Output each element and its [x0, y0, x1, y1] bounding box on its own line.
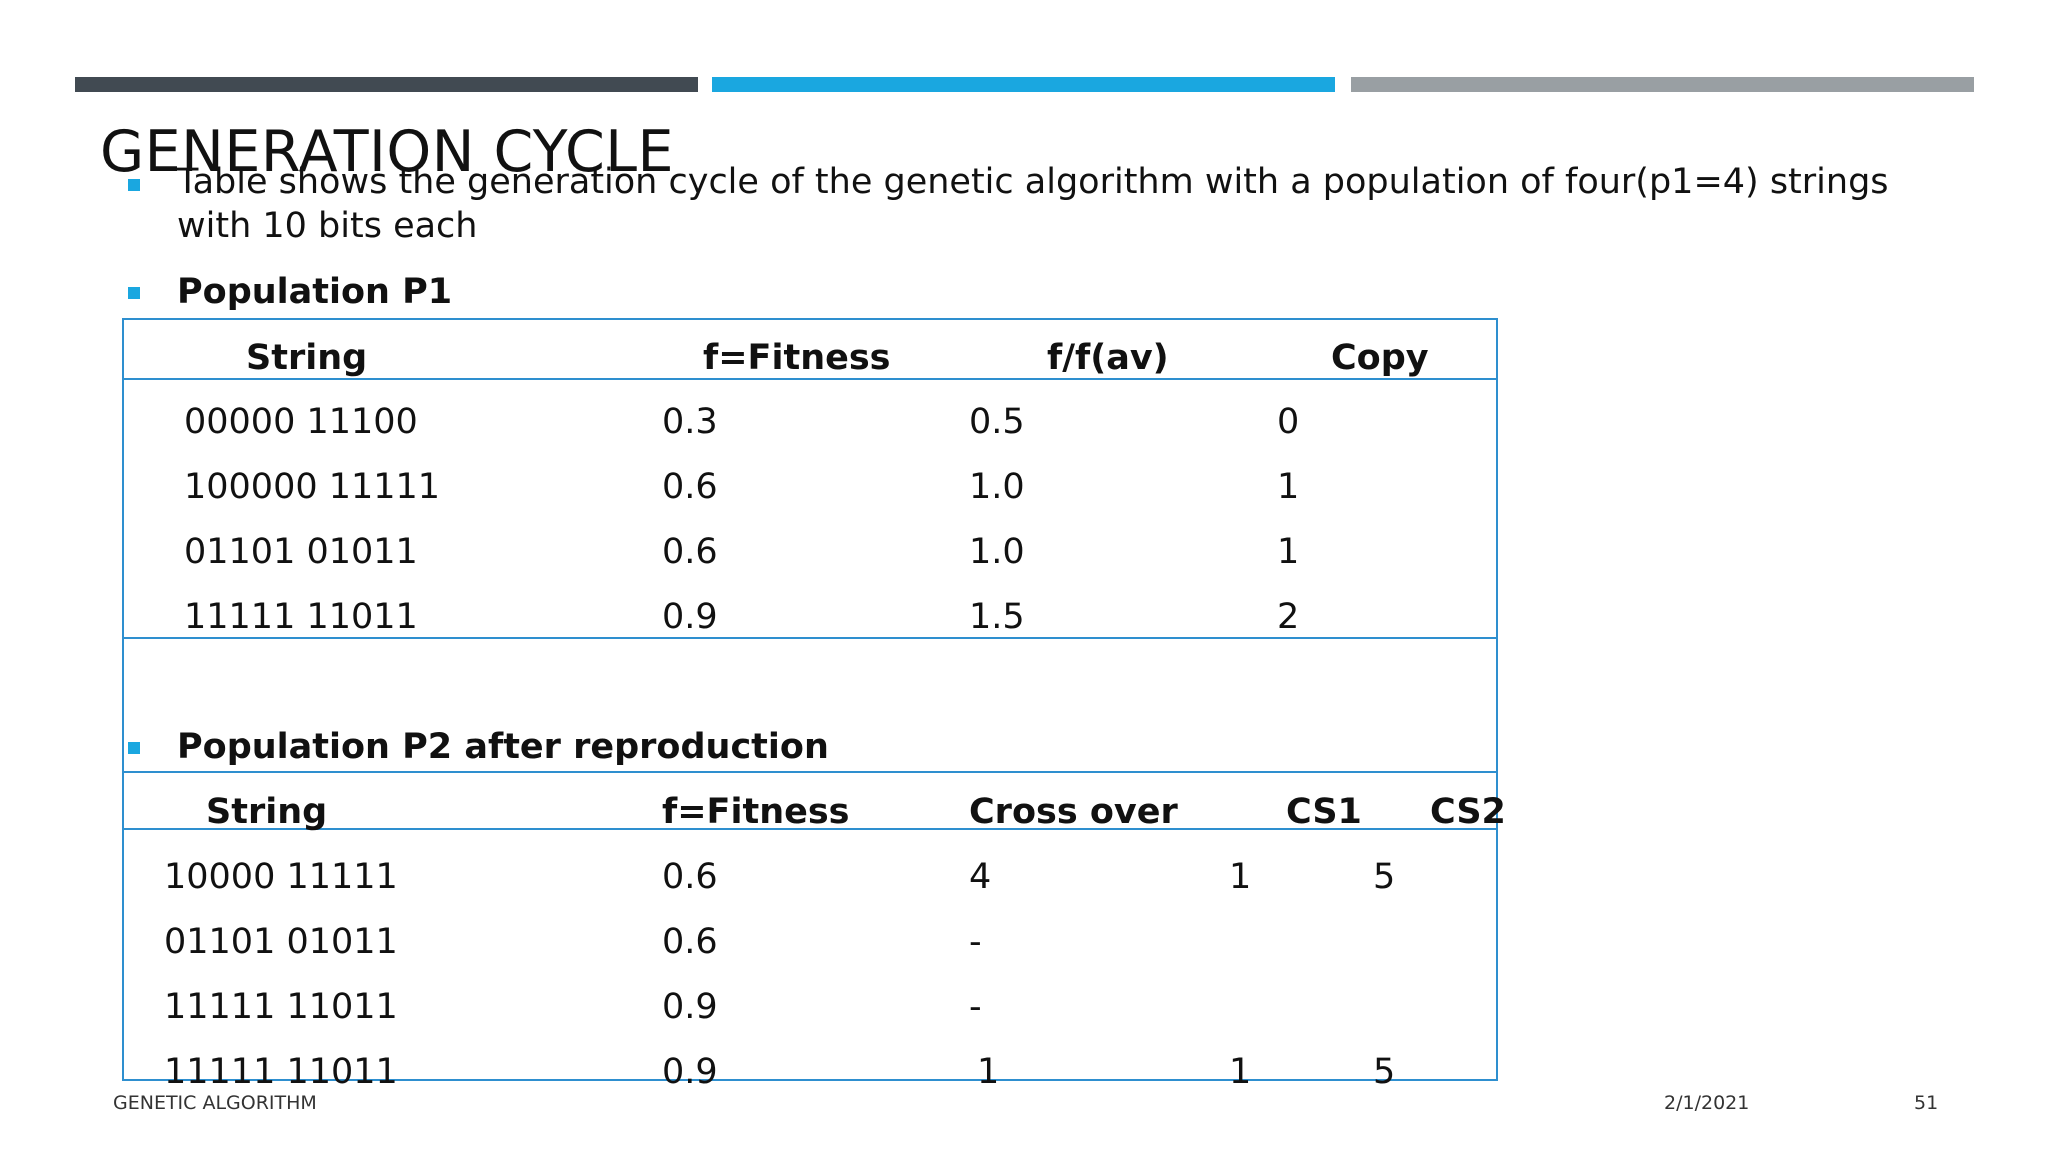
table2-cell: 11111 11011	[164, 987, 398, 1027]
table-border-top	[122, 318, 1498, 320]
table1-cell: 1.0	[969, 467, 1025, 507]
table1-cell: 0	[1277, 402, 1300, 442]
table1-header-ratio: f/f(av)	[1047, 338, 1169, 378]
section-label-p1: Population P1	[177, 272, 453, 312]
slide-title: GENERATION CYCLE	[100, 119, 675, 185]
footer-date: 2/1/2021	[1664, 1092, 1750, 1114]
table2-header-cs2: CS2	[1430, 792, 1506, 832]
table1-header-rule	[122, 378, 1498, 380]
table1-header-copy: Copy	[1331, 338, 1429, 378]
table2-cell: -	[969, 922, 982, 962]
footer-title: GENETIC ALGORITHM	[113, 1092, 317, 1114]
table-border-bottom	[122, 1079, 1498, 1081]
table1-header-fitness: f=Fitness	[703, 338, 891, 378]
table1-cell: 11111 11011	[184, 597, 418, 637]
table1-cell: 2	[1277, 597, 1300, 637]
footer-page-number: 51	[1914, 1092, 1939, 1114]
bullet-icon	[128, 742, 140, 754]
table1-cell: 0.6	[662, 532, 718, 572]
header-bar-gray	[1351, 77, 1974, 92]
table1-cell: 1.5	[969, 597, 1025, 637]
table2-cell: -	[969, 987, 982, 1027]
bullet-icon	[128, 179, 140, 191]
table2-header-string: String	[206, 792, 328, 832]
table2-cell: 5	[1373, 857, 1396, 897]
table2-cell: 1	[977, 1052, 1000, 1092]
table1-cell: 0.6	[662, 467, 718, 507]
table2-header-rule	[122, 828, 1498, 830]
table1-cell: 0.3	[662, 402, 718, 442]
table2-cell: 0.9	[662, 987, 718, 1027]
table2-cell: 0.6	[662, 857, 718, 897]
bullet-icon	[128, 287, 140, 299]
table1-cell: 100000 11111	[184, 467, 441, 507]
table2-cell: 0.9	[662, 1052, 718, 1092]
table2-cell: 0.6	[662, 922, 718, 962]
table-border-right	[1496, 318, 1498, 1081]
table2-cell: 1	[1229, 1052, 1252, 1092]
table2-cell: 01101 01011	[164, 922, 398, 962]
table2-cell: 4	[969, 857, 992, 897]
header-bar-dark	[75, 77, 698, 92]
table2-top-rule	[122, 771, 1498, 773]
table1-cell: 1	[1277, 467, 1300, 507]
table1-bottom-rule	[122, 637, 1498, 639]
header-bar-blue	[712, 77, 1335, 92]
table1-cell: 00000 11100	[184, 402, 418, 442]
table1-header-string: String	[246, 338, 368, 378]
table1-cell: 01101 01011	[184, 532, 418, 572]
table-border-left	[122, 318, 124, 1081]
table2-cell: 11111 11011	[164, 1052, 398, 1092]
table1-cell: 1.0	[969, 532, 1025, 572]
table2-header-crossover: Cross over	[969, 792, 1178, 832]
table1-cell: 0.5	[969, 402, 1025, 442]
table1-cell: 1	[1277, 532, 1300, 572]
section-label-p2: Population P2 after reproduction	[177, 727, 829, 767]
table2-cell: 1	[1229, 857, 1252, 897]
table2-cell: 10000 11111	[164, 857, 398, 897]
table2-header-cs1: CS1	[1286, 792, 1362, 832]
table2-cell: 5	[1373, 1052, 1396, 1092]
table1-cell: 0.9	[662, 597, 718, 637]
intro-text: Table shows the generation cycle of the …	[177, 162, 1889, 246]
table2-header-fitness: f=Fitness	[662, 792, 850, 832]
